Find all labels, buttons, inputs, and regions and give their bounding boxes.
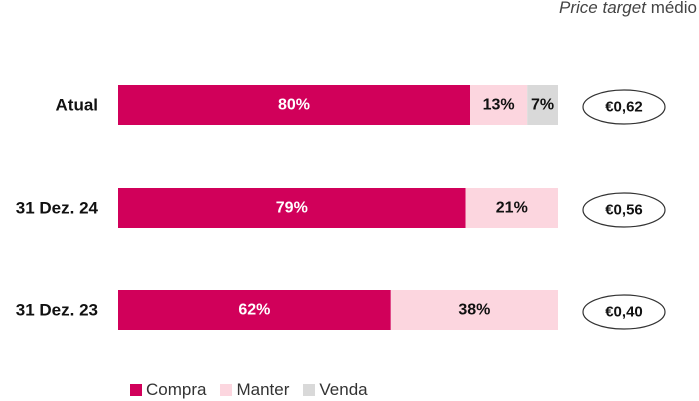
data-label: 21%: [496, 200, 528, 217]
data-label: 62%: [238, 302, 270, 319]
bar-segment-venda: [527, 85, 558, 125]
price-target-badge: [582, 294, 666, 330]
price-target-header: Price target médio: [559, 0, 697, 18]
legend-item-manter: Manter: [220, 380, 289, 400]
stacked-bar-chart: Atual 80% 13% 7% €0,62 31 Dez. 24 79% 21% €0,56 3…: [16, 85, 666, 330]
category-label: Atual: [56, 96, 99, 115]
price-target-badge: [582, 192, 666, 228]
bar-segment-manter: [470, 85, 528, 125]
price-target-italic: Price target: [559, 0, 646, 17]
legend-item-venda: Venda: [303, 380, 368, 400]
legend-label: Manter: [236, 380, 290, 399]
legend-label: Venda: [319, 380, 368, 399]
price-target-badge: [582, 89, 666, 125]
price-target-value: €0,62: [605, 99, 643, 116]
legend-swatch: [303, 384, 316, 396]
price-target-value: €0,56: [605, 202, 643, 219]
data-label: 38%: [458, 302, 490, 319]
legend-label: Compra: [146, 380, 207, 399]
data-label: 80%: [278, 97, 310, 114]
legend-swatch: [130, 384, 142, 396]
price-target-suffix: médio: [650, 0, 697, 17]
data-label: 13%: [483, 97, 515, 114]
legend: Compra Manter Venda: [130, 380, 368, 400]
bar-segment-compra: [118, 85, 470, 125]
legend-item-compra: Compra: [130, 380, 206, 400]
bar-segment-compra: [118, 290, 391, 330]
bar-segment-manter: [390, 290, 558, 330]
category-label: 31 Dez. 24: [16, 199, 99, 218]
legend-swatch: [220, 384, 233, 396]
category-label: 31 Dez. 23: [16, 301, 98, 320]
data-label: 79%: [276, 200, 308, 217]
price-target-value: €0,40: [605, 304, 643, 321]
bar-segment-manter: [465, 188, 558, 228]
data-label: 7%: [531, 97, 554, 114]
bar-segment-compra: [118, 188, 466, 228]
